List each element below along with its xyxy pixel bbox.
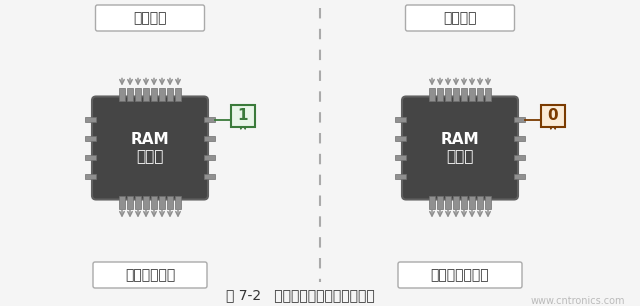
- Bar: [395, 155, 406, 160]
- Text: 读模式: 读模式: [446, 150, 474, 165]
- Bar: [437, 88, 443, 100]
- Bar: [204, 174, 215, 179]
- Text: 单元的当前数据: 单元的当前数据: [431, 268, 490, 282]
- Bar: [151, 196, 157, 208]
- Text: RAM: RAM: [131, 132, 170, 147]
- Bar: [395, 117, 406, 122]
- Bar: [514, 155, 525, 160]
- Text: 1: 1: [237, 108, 248, 123]
- Bar: [135, 196, 141, 208]
- Bar: [477, 88, 483, 100]
- Bar: [135, 88, 141, 100]
- Bar: [445, 196, 451, 208]
- Bar: [469, 88, 475, 100]
- Bar: [514, 136, 525, 141]
- Bar: [204, 136, 215, 141]
- Bar: [437, 196, 443, 208]
- Text: 单元地址: 单元地址: [133, 11, 167, 25]
- FancyBboxPatch shape: [406, 5, 515, 31]
- Text: 写模式: 写模式: [136, 150, 164, 165]
- Bar: [143, 88, 149, 100]
- Bar: [395, 174, 406, 179]
- Bar: [143, 196, 149, 208]
- Bar: [514, 117, 525, 122]
- Bar: [127, 196, 133, 208]
- FancyBboxPatch shape: [93, 262, 207, 288]
- Bar: [445, 88, 451, 100]
- Text: RAM: RAM: [441, 132, 479, 147]
- Text: 单元地址: 单元地址: [444, 11, 477, 25]
- Bar: [127, 88, 133, 100]
- FancyBboxPatch shape: [398, 262, 522, 288]
- Bar: [453, 88, 459, 100]
- Bar: [477, 196, 483, 208]
- Bar: [204, 155, 215, 160]
- Bar: [119, 196, 125, 208]
- Bar: [453, 196, 459, 208]
- Bar: [159, 196, 165, 208]
- Bar: [151, 88, 157, 100]
- Bar: [485, 88, 491, 100]
- FancyBboxPatch shape: [92, 96, 208, 200]
- Bar: [485, 196, 491, 208]
- FancyBboxPatch shape: [541, 105, 565, 126]
- Bar: [395, 136, 406, 141]
- Bar: [119, 88, 125, 100]
- Bar: [85, 155, 96, 160]
- Bar: [175, 196, 181, 208]
- FancyBboxPatch shape: [402, 96, 518, 200]
- Bar: [159, 88, 165, 100]
- Bar: [461, 88, 467, 100]
- Bar: [204, 117, 215, 122]
- FancyBboxPatch shape: [231, 105, 255, 126]
- Text: 图 7-2   存储器包括读模式与写模式: 图 7-2 存储器包括读模式与写模式: [226, 288, 374, 302]
- Text: 单元的新数据: 单元的新数据: [125, 268, 175, 282]
- Bar: [175, 88, 181, 100]
- Bar: [429, 88, 435, 100]
- Text: www.cntronics.com: www.cntronics.com: [531, 296, 625, 306]
- Bar: [429, 196, 435, 208]
- Text: 0: 0: [548, 108, 558, 123]
- Bar: [167, 88, 173, 100]
- Bar: [85, 117, 96, 122]
- Bar: [461, 196, 467, 208]
- Bar: [85, 136, 96, 141]
- Bar: [469, 196, 475, 208]
- Bar: [85, 174, 96, 179]
- FancyBboxPatch shape: [95, 5, 205, 31]
- Bar: [167, 196, 173, 208]
- Bar: [514, 174, 525, 179]
